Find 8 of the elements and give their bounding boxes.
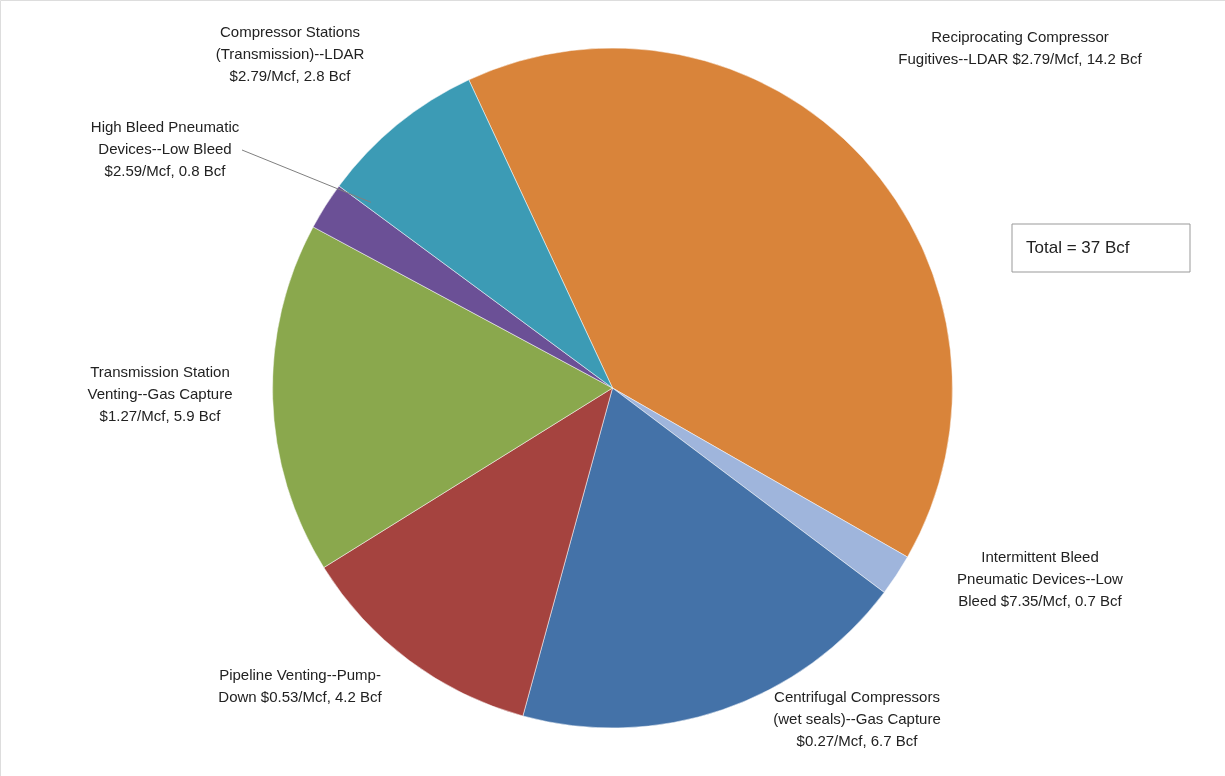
slice-label: Centrifugal Compressors (wet seals)--Gas Capture $0.27/Mcf, 6.7 Bcf: [773, 688, 941, 749]
slice-label: Pipeline Venting--Pump- Down $0.53/Mcf, 4.2 Bcf: [218, 666, 383, 705]
text: Total = 37 Bcf: [1026, 238, 1130, 257]
slice-label: Reciprocating Compressor Fugitives--LDAR $2.79/Mcf, 14.2 Bcf: [898, 28, 1143, 67]
slice-label: Compressor Stations (Transmission)--LDAR $2.79/Mcf, 2.8 Bcf: [215, 23, 365, 84]
slice-label: Transmission Station Venting--Gas Capture $1.27/Mcf, 5.9 Bcf: [87, 363, 233, 424]
slice-label: High Bleed Pneumatic Devices--Low Bleed $2.59/Mcf, 0.8 Bcf: [90, 118, 240, 179]
slice-label: Intermittent Bleed Pneumatic Devices--Low Bleed $7.35/Mcf, 0.7 Bcf: [957, 548, 1124, 609]
